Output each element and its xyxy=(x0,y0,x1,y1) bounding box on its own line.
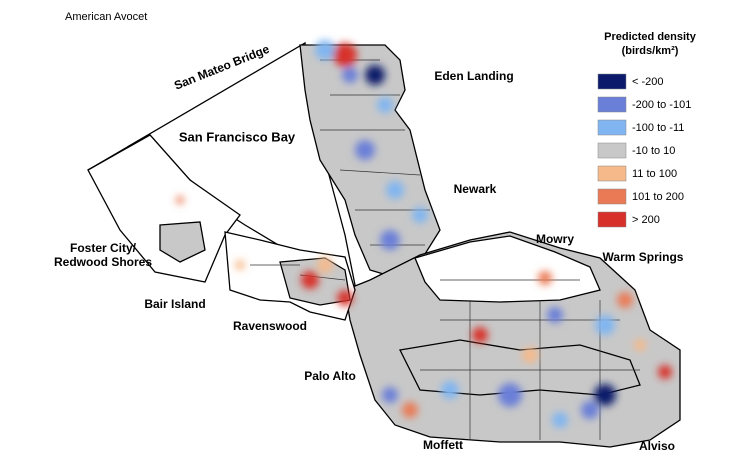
place-label: Warm Springs xyxy=(603,250,684,264)
map-shapes xyxy=(87,41,681,448)
place-label: Foster City/ xyxy=(70,241,137,255)
place-label: Palo Alto xyxy=(304,369,356,383)
legend-label: -100 to -11 xyxy=(632,122,684,134)
place-label: Moffett xyxy=(423,438,463,452)
legend: < -200 -200 to -101 -100 to -11 -10 to 10 11… xyxy=(597,73,691,228)
map-title: American Avocet xyxy=(65,11,147,23)
place-label: Newark xyxy=(454,182,497,196)
place-label: Mowry xyxy=(536,232,574,246)
place-label: Ravenswood xyxy=(233,319,307,333)
legend-label: 11 to 100 xyxy=(632,168,677,180)
legend-label: -200 to -101 xyxy=(632,99,691,111)
legend-swatch xyxy=(597,165,627,182)
legend-swatch xyxy=(597,96,627,113)
place-label: Alviso xyxy=(639,439,675,453)
legend-title: Predicted density xyxy=(604,31,697,43)
legend-label: > 200 xyxy=(632,214,660,226)
legend-swatch xyxy=(597,142,627,159)
density-blobs xyxy=(176,40,672,428)
legend-swatch xyxy=(597,211,627,228)
place-label: Redwood Shores xyxy=(54,255,152,269)
legend-label: < -200 xyxy=(632,76,664,88)
place-label: San Francisco Bay xyxy=(179,129,296,144)
legend-label: -10 to 10 xyxy=(632,145,675,157)
legend-title: (birds/km²) xyxy=(622,45,679,57)
place-label: Eden Landing xyxy=(434,69,513,83)
legend-label: 101 to 200 xyxy=(632,191,684,203)
legend-swatch xyxy=(597,73,627,90)
legend-swatch xyxy=(597,188,627,205)
place-label: Bair Island xyxy=(144,297,205,311)
legend-swatch xyxy=(597,119,627,136)
